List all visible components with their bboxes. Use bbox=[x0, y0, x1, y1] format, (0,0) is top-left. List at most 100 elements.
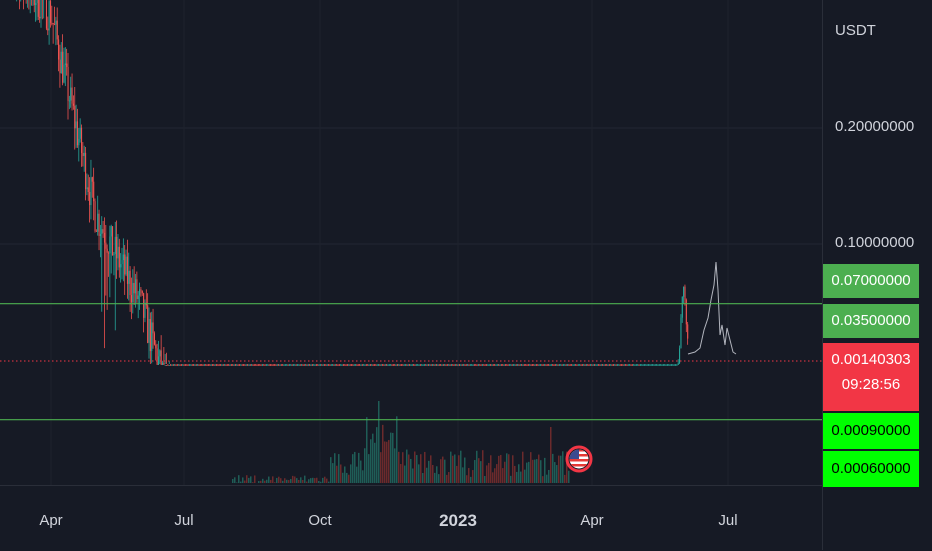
candle-body bbox=[437, 365, 438, 366]
price-axis[interactable]: USDT 0.20000000 0.10000000 0.07000000 0.… bbox=[822, 0, 932, 550]
us-flag-event-icon[interactable] bbox=[565, 433, 593, 483]
volume-level-tag-b[interactable]: 0.00060000 bbox=[823, 451, 919, 487]
candle-body bbox=[448, 365, 449, 366]
volume-bar bbox=[456, 466, 458, 483]
volume-bar bbox=[470, 477, 472, 483]
candle-body bbox=[232, 365, 233, 366]
time-tick-label: Jul bbox=[718, 512, 737, 529]
candle-body bbox=[640, 365, 641, 366]
candle-body bbox=[435, 365, 436, 366]
candle-body bbox=[258, 365, 259, 366]
volume-bar bbox=[354, 452, 356, 483]
volume-bar bbox=[512, 455, 514, 483]
volume-bar bbox=[558, 456, 560, 483]
candle-body bbox=[335, 365, 336, 366]
volume-bar bbox=[426, 468, 428, 483]
price-chart[interactable] bbox=[0, 0, 822, 500]
candle-body bbox=[192, 365, 193, 366]
candle-body bbox=[138, 296, 139, 300]
level-low-price-tag[interactable]: 0.03500000 bbox=[823, 304, 919, 338]
candle-body bbox=[674, 365, 675, 366]
candle-body bbox=[182, 365, 183, 366]
candle-body bbox=[365, 365, 366, 366]
candle-body bbox=[605, 365, 606, 366]
candle-body bbox=[59, 60, 60, 74]
candle-body bbox=[34, 0, 35, 5]
volume-bar bbox=[398, 452, 400, 483]
candle-body bbox=[170, 365, 171, 366]
volume-bar bbox=[504, 462, 506, 483]
volume-bar bbox=[544, 458, 546, 483]
volume-bar bbox=[386, 442, 388, 483]
candle-body bbox=[432, 365, 433, 366]
candle-body bbox=[556, 365, 557, 366]
candle-body bbox=[487, 365, 488, 366]
candle-body bbox=[687, 324, 688, 338]
candle-body bbox=[47, 29, 48, 31]
volume-bar bbox=[274, 482, 276, 483]
candle-body bbox=[169, 365, 170, 366]
candle-body bbox=[259, 365, 260, 366]
candle-body bbox=[107, 249, 108, 253]
candle-body bbox=[293, 365, 294, 366]
candle-body bbox=[397, 365, 398, 366]
candle-body bbox=[574, 365, 575, 366]
volume-bar bbox=[360, 461, 362, 483]
candle-body bbox=[606, 365, 607, 366]
candle-body bbox=[174, 365, 175, 366]
volume-bar bbox=[552, 454, 554, 483]
candle-body bbox=[302, 365, 303, 366]
candle-body bbox=[209, 365, 210, 366]
candle-body bbox=[346, 365, 347, 366]
candle-body bbox=[90, 177, 91, 205]
candle-body bbox=[344, 365, 345, 366]
candle-body bbox=[93, 182, 94, 202]
candle-body bbox=[406, 365, 407, 366]
volume-level-tag-a[interactable]: 0.00090000 bbox=[823, 413, 919, 449]
candle-body bbox=[223, 365, 224, 366]
volume-bar bbox=[394, 448, 396, 483]
candle-body bbox=[455, 365, 456, 366]
candle-body bbox=[617, 365, 618, 366]
candle-body bbox=[55, 21, 56, 25]
candle-body bbox=[682, 297, 683, 318]
volume-bar bbox=[540, 460, 542, 483]
candle-body bbox=[494, 365, 495, 366]
volume-bar bbox=[482, 450, 484, 483]
candle-body bbox=[444, 365, 445, 366]
candle-body bbox=[620, 365, 621, 366]
volume-bar bbox=[402, 452, 404, 483]
candle-body bbox=[347, 365, 348, 366]
candle-body bbox=[207, 365, 208, 366]
volume-bar bbox=[522, 452, 524, 483]
candle-body bbox=[590, 365, 591, 366]
candle-body bbox=[69, 101, 70, 102]
candle-body bbox=[301, 365, 302, 366]
candle-body bbox=[243, 365, 244, 366]
candle-body bbox=[522, 365, 523, 366]
candle-body bbox=[271, 365, 272, 366]
candle-body bbox=[433, 365, 434, 366]
candle-body bbox=[667, 365, 668, 366]
volume-bar bbox=[428, 461, 430, 483]
time-axis[interactable]: Apr Jul Oct 2023 Apr Jul bbox=[0, 485, 822, 551]
candle-body bbox=[429, 365, 430, 366]
candle-body bbox=[516, 365, 517, 366]
candle-body bbox=[408, 365, 409, 366]
candle-body bbox=[679, 348, 680, 363]
candle-body bbox=[92, 177, 93, 181]
candle-body bbox=[144, 303, 145, 318]
candle-body bbox=[235, 365, 236, 366]
candle-body bbox=[305, 365, 306, 366]
candle-body bbox=[524, 365, 525, 366]
volume-bar bbox=[406, 450, 408, 483]
candle-body bbox=[211, 365, 212, 366]
volume-bar bbox=[244, 481, 246, 483]
candle-body bbox=[381, 365, 382, 366]
candle-body bbox=[513, 365, 514, 366]
candle-body bbox=[508, 365, 509, 366]
candle-body bbox=[394, 365, 395, 366]
level-high-price-tag[interactable]: 0.07000000 bbox=[823, 264, 919, 298]
candle-body bbox=[304, 365, 305, 366]
volume-bar bbox=[444, 460, 446, 483]
